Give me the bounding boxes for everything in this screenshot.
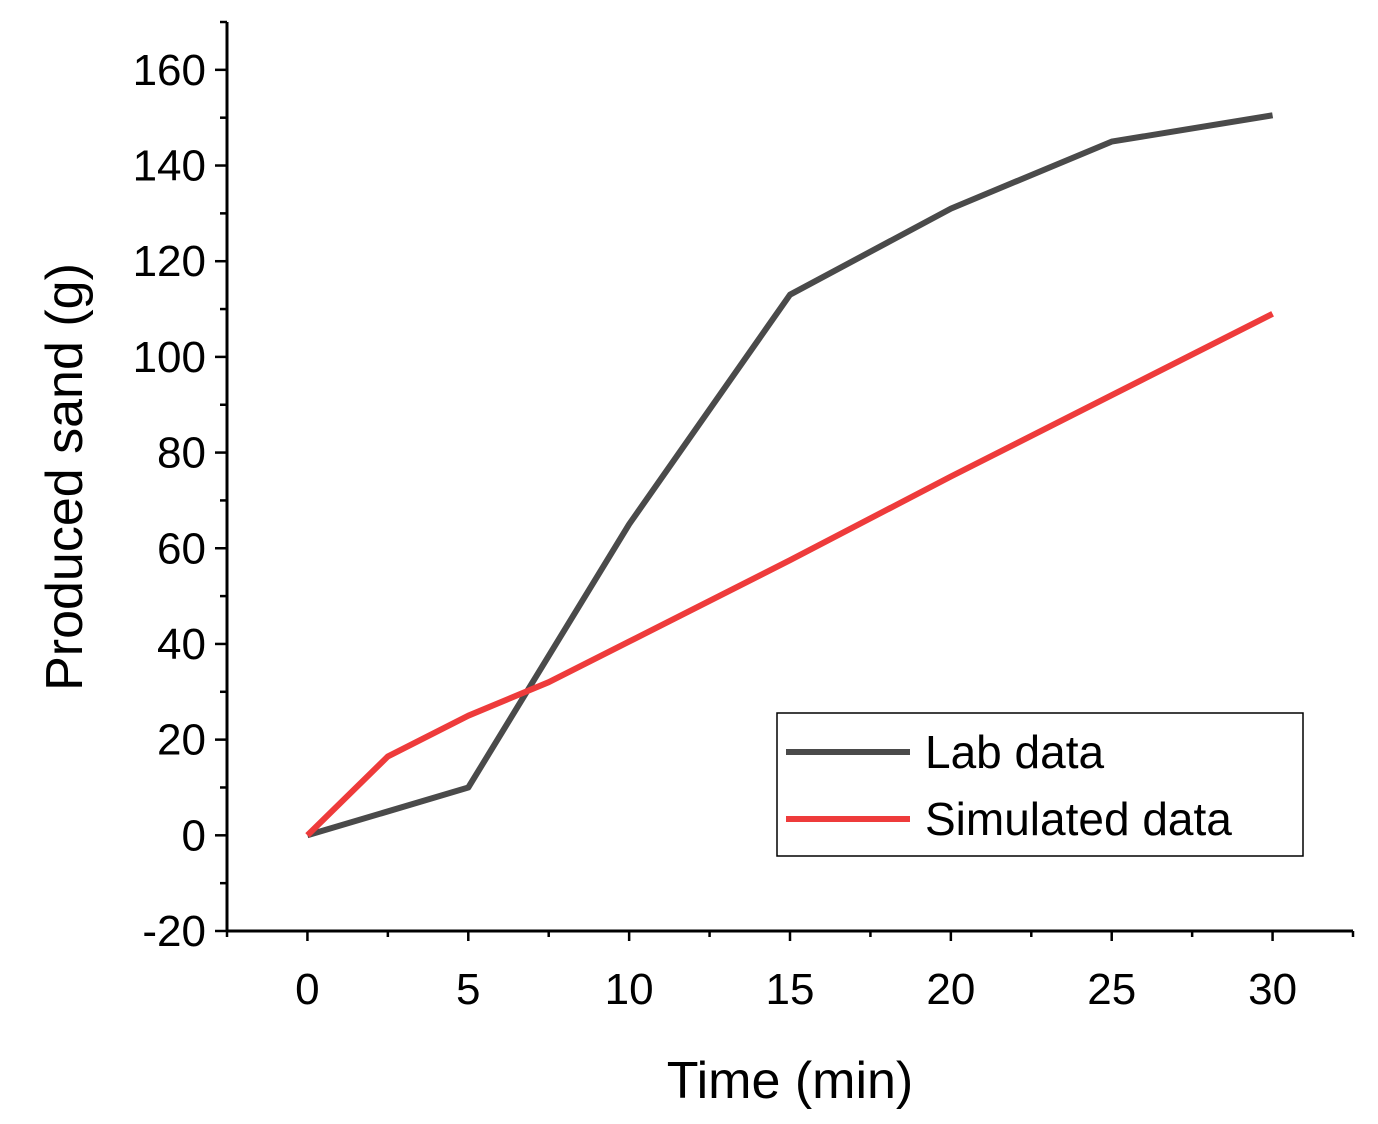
y-ticks: -20 0 20 40 60 80 100 120 140 160 (133, 20, 227, 956)
y-tick-label: 160 (133, 46, 206, 95)
y-axis-title: Produced sand (g) (36, 263, 94, 691)
y-tick-label: 100 (133, 333, 206, 382)
y-tick-label: 120 (133, 237, 206, 286)
series-line-simulated-data (305, 311, 1274, 838)
y-tick-label: 0 (182, 811, 206, 860)
x-tick-label: 30 (1248, 965, 1297, 1014)
x-tick-label: 20 (926, 965, 975, 1014)
x-tick-label: 15 (766, 965, 815, 1014)
y-tick-label: 60 (157, 524, 206, 573)
x-tick-label: 0 (295, 965, 319, 1014)
x-tick-label: 25 (1087, 965, 1136, 1014)
x-ticks: 0 5 10 15 20 25 30 (225, 931, 1355, 1014)
x-tick-label: 5 (456, 965, 480, 1014)
x-tick-label: 10 (605, 965, 654, 1014)
y-tick-label: 140 (133, 142, 206, 191)
series-line-lab-data (306, 112, 1274, 839)
x-axis-title: Time (min) (667, 1052, 914, 1110)
y-tick-label: -20 (142, 907, 206, 956)
legend: Lab data Simulated data (776, 712, 1304, 857)
legend-label-lab-data: Lab data (925, 726, 1104, 778)
legend-box (776, 712, 1304, 857)
y-tick-label: 80 (157, 429, 206, 478)
legend-label-simulated-data: Simulated data (925, 793, 1232, 845)
series-layer (305, 112, 1274, 839)
y-tick-label: 40 (157, 620, 206, 669)
y-tick-label: 20 (157, 716, 206, 765)
